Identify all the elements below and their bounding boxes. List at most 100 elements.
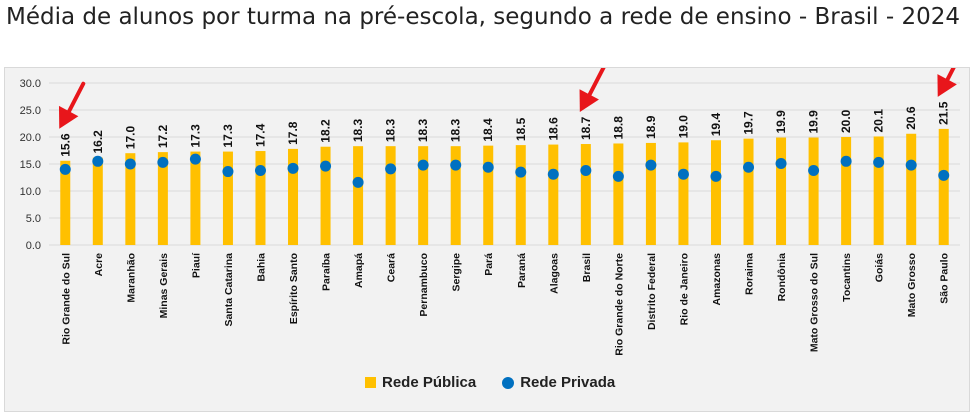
x-tick-label: Maranhão [125,253,137,303]
bar [678,142,689,245]
point [743,161,755,173]
legend-label-public: Rede Pública [382,374,477,391]
legend: Rede Pública Rede Privada [365,374,615,391]
chart-title: Média de alunos por turma na pré-escola,… [6,4,961,30]
x-tick-label: Paraíba [321,253,333,291]
x-tick-label: Pará [483,253,495,276]
bar [320,146,331,245]
data-label: 18.7 [579,116,593,140]
y-tick-label: 30.0 [20,78,41,90]
data-label: 18.3 [351,118,365,142]
bar [190,151,201,245]
data-label: 19.9 [774,110,788,134]
data-label: 17.8 [286,121,300,145]
point [645,159,657,171]
point [840,155,852,167]
bar [515,145,526,245]
x-tick-label: Rio Grande do Sul [60,253,72,345]
legend-swatch-private [502,376,515,389]
point [905,159,917,171]
y-tick-label: 0.0 [26,240,41,252]
x-tick-label: Pernambuco [418,253,430,317]
bar [743,138,754,245]
data-label: 20.1 [872,109,886,133]
x-tick-label: Brasil [581,253,593,282]
bar [580,144,591,245]
data-label: 17.3 [221,124,235,148]
legend-item-public: Rede Pública [365,374,476,391]
x-tick-label: Distrito Federal [646,253,658,330]
data-label: 18.2 [319,119,333,143]
bar [841,137,852,245]
x-tick-label: Goiás [874,253,886,282]
point [254,164,266,176]
x-tick-label: Amazonas [711,253,723,306]
data-label: 17.0 [123,126,137,150]
y-tick-label: 20.0 [20,132,41,144]
data-label: 18.3 [384,118,398,142]
x-tick-label: Roraima [744,253,756,295]
bar [60,160,71,245]
data-label: 15.6 [58,133,72,157]
point [124,158,136,170]
data-label: 17.2 [156,124,170,148]
x-tick-label: Bahia [255,253,267,282]
point [450,159,462,171]
point [808,164,820,176]
point [287,162,299,174]
point [189,153,201,165]
data-label: 17.3 [188,124,202,148]
x-tick-label: Tocantins [841,253,853,302]
y-tick-label: 5.0 [26,213,41,225]
bar [710,140,721,245]
data-label: 20.6 [904,106,918,130]
bar-chart: 0.0 5.0 10.0 15.0 20.0 25.0 30.0 15.6 Rio Grande… [20,68,960,356]
x-tick-label: Alagoas [548,253,560,294]
arrow-shaft [943,68,956,85]
bar [418,146,429,245]
data-label: 16.2 [91,130,105,154]
data-label: 19.0 [676,115,690,139]
bar [353,146,364,245]
data-label: 17.4 [253,123,267,147]
bar [548,144,559,245]
x-tick-label: Santa Catarina [223,253,235,327]
x-tick-label: Paraná [516,253,528,288]
data-label: 18.6 [546,117,560,141]
data-label: 18.5 [514,117,528,141]
x-tick-label: Rio de Janeiro [678,253,690,325]
y-tick-label: 10.0 [20,186,41,198]
legend-label-private: Rede Privada [520,374,616,391]
x-tick-label: Amapá [353,253,365,288]
data-label: 18.8 [611,116,625,140]
point [775,157,787,169]
arrow-head [58,105,79,129]
bar [645,142,656,245]
data-label: 19.4 [709,113,723,137]
point [417,159,429,171]
point [547,168,559,180]
bar [483,145,494,245]
bar [938,128,949,245]
arrow-shaft [585,68,606,101]
data-label: 18.3 [449,118,463,142]
bar [450,146,461,245]
point [222,166,234,178]
data-label: 19.7 [742,111,756,135]
data-label: 19.9 [807,110,821,134]
legend-item-private: Rede Privada [502,374,615,391]
point [59,163,71,175]
data-label: 21.5 [937,101,951,125]
x-tick-label: Rio Grande do Norte [613,253,625,356]
data-label: 18.9 [644,115,658,139]
arrow-shaft [65,81,86,117]
x-tick-label: Espírito Santo [288,253,300,324]
x-tick-label: Piauí [190,252,202,278]
point [157,156,169,168]
point [320,160,332,172]
legend-swatch-public [365,377,376,388]
arrow-head [579,89,599,113]
bar [873,136,884,245]
point [938,169,950,181]
x-tick-label: Sergipe [451,253,463,292]
